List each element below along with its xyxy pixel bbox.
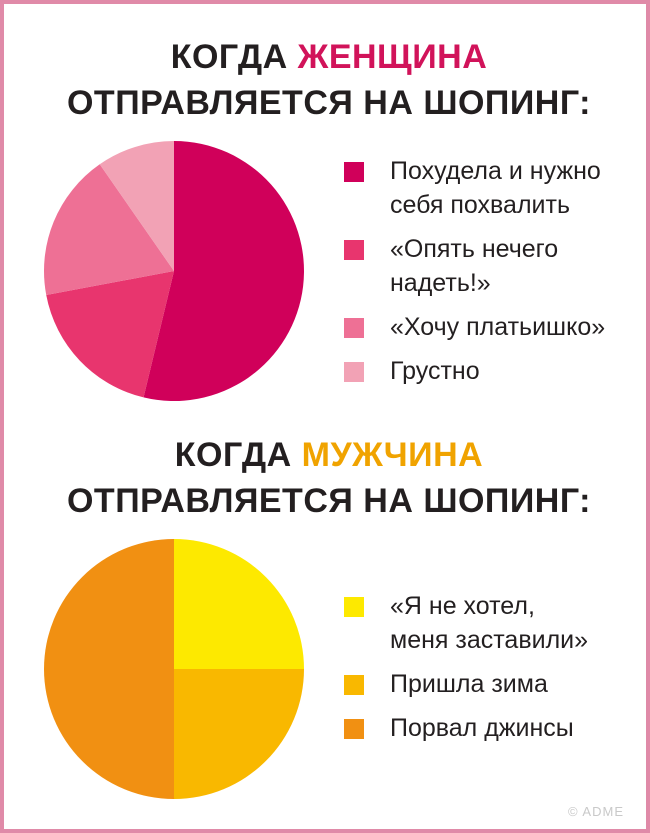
women-title-accent: ЖЕНЩИНА	[297, 38, 488, 76]
men-legend-label: «Я не хотел, меня заставили»	[390, 592, 589, 654]
women-title-prefix: КОГДА	[170, 38, 298, 76]
women-legend-label: «Хочу платьишко»	[390, 313, 606, 341]
men-title-prefix: КОГДА	[174, 436, 302, 474]
men-pie-slice-1	[174, 539, 304, 669]
women-legend-swatch	[344, 240, 364, 260]
men-pie-slice-2	[174, 669, 304, 799]
women-pie-slice-2	[46, 271, 175, 398]
women-legend-label: Грустно	[390, 357, 480, 385]
women-legend-label: Похудела и нужно себя похвалить	[390, 157, 601, 219]
men-chart-title: КОГДА МУЖЧИНА ОТПРАВЛЯЕТСЯ НА ШОПИНГ:	[4, 432, 650, 524]
women-pie-slice-3	[43, 164, 174, 296]
men-pie-slice-3	[44, 539, 174, 799]
women-legend-label: «Опять нечего надеть!»	[390, 235, 559, 297]
men-title-accent: МУЖЧИНА	[301, 436, 484, 474]
women-title-line2: ОТПРАВЛЯЕТСЯ НА ШОПИНГ:	[66, 84, 592, 122]
men-legend-swatch	[344, 675, 364, 695]
women-title-line1: КОГДА ЖЕНЩИНА	[4, 34, 650, 80]
men-legend-label: Пришла зима	[390, 670, 548, 698]
men-title-line1: КОГДА МУЖЧИНА	[4, 432, 650, 478]
men-title-line2: ОТПРАВЛЯЕТСЯ НА ШОПИНГ:	[66, 482, 592, 520]
watermark: © ADME	[567, 804, 624, 819]
women-chart-title: КОГДА ЖЕНЩИНА ОТПРАВЛЯЕТСЯ НА ШОПИНГ:	[4, 34, 650, 126]
women-pie-slice-4	[99, 141, 174, 271]
men-pie-chart	[44, 539, 304, 799]
women-pie-slice-1	[143, 141, 304, 401]
women-legend-swatch	[344, 362, 364, 382]
women-legend-swatch	[344, 162, 364, 182]
men-legend-swatch	[344, 719, 364, 739]
men-legend-label: Порвал джинсы	[390, 714, 574, 742]
women-legend-swatch	[344, 318, 364, 338]
women-pie-chart	[43, 141, 304, 401]
men-legend-swatch	[344, 597, 364, 617]
